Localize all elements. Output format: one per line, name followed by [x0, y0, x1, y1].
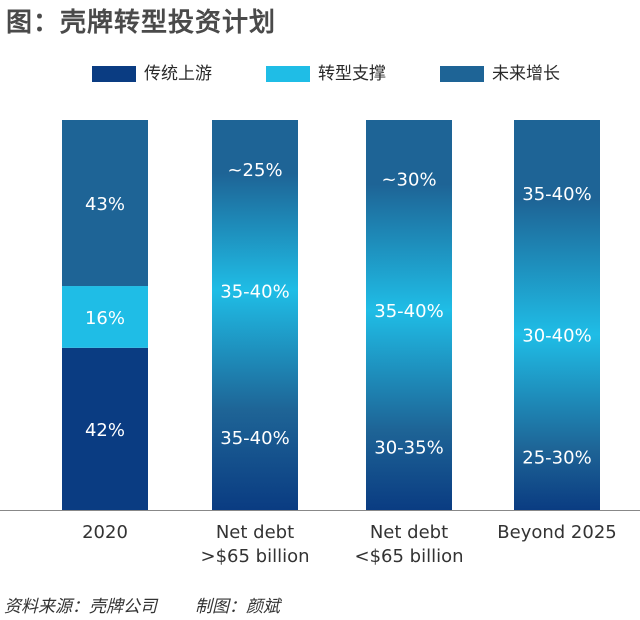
bar-4 — [514, 120, 600, 510]
legend-swatch-traditional-upstream — [92, 66, 136, 82]
legend-label-transition: 转型支撑 — [318, 64, 386, 84]
data-label-bar-3-3: ~30% — [381, 170, 436, 191]
data-label-bar-4-3: 35-40% — [522, 184, 591, 205]
bar-2 — [212, 120, 298, 510]
x-tick-label-4-1: Beyond 2025 — [497, 522, 616, 543]
x-tick-label-3-1: Net debt — [370, 522, 448, 543]
data-label-bar-1-2: 16% — [85, 308, 125, 329]
source-note: 资料来源：壳牌公司 制图：颜斌 — [4, 592, 280, 617]
data-label-bar-3-2: 35-40% — [374, 301, 443, 322]
bar-1-segment-3 — [62, 120, 148, 287]
data-label-bar-2-3: ~25% — [227, 160, 282, 181]
x-tick-label-2-2: >$65 billion — [200, 546, 309, 567]
data-label-bar-4-1: 25-30% — [522, 447, 591, 468]
legend-label-growth: 未来增长 — [492, 64, 560, 84]
chart-title: 图：壳牌转型投资计划 — [6, 8, 277, 38]
bar-3 — [366, 120, 452, 510]
x-tick-label-1-1: 2020 — [82, 522, 128, 543]
bar-1-segment-2 — [62, 286, 148, 348]
data-label-bar-2-2: 35-40% — [220, 282, 289, 303]
legend: 传统上游 转型支撑 未来增长 — [0, 62, 640, 86]
legend-swatch-growth — [440, 66, 484, 82]
author-text: 制图：颜斌 — [195, 597, 280, 617]
data-label-bar-4-2: 30-40% — [522, 326, 591, 347]
legend-label-traditional-upstream: 传统上游 — [144, 64, 212, 84]
stacked-bar-chart: 42% 16% 43% 2020 35-40% 35-40% ~25% Net debt >$6… — [0, 120, 640, 567]
x-tick-label-2-1: Net debt — [216, 522, 294, 543]
data-label-bar-2-1: 35-40% — [220, 428, 289, 449]
bar-1-segment-1 — [62, 347, 148, 510]
x-tick-label-3-2: <$65 billion — [354, 546, 463, 567]
data-source-text: 资料来源：壳牌公司 — [4, 597, 157, 617]
data-label-bar-1-1: 42% — [85, 420, 125, 441]
data-label-bar-1-3: 43% — [85, 194, 125, 215]
data-label-bar-3-1: 30-35% — [374, 438, 443, 459]
legend-swatch-transition — [266, 66, 310, 82]
